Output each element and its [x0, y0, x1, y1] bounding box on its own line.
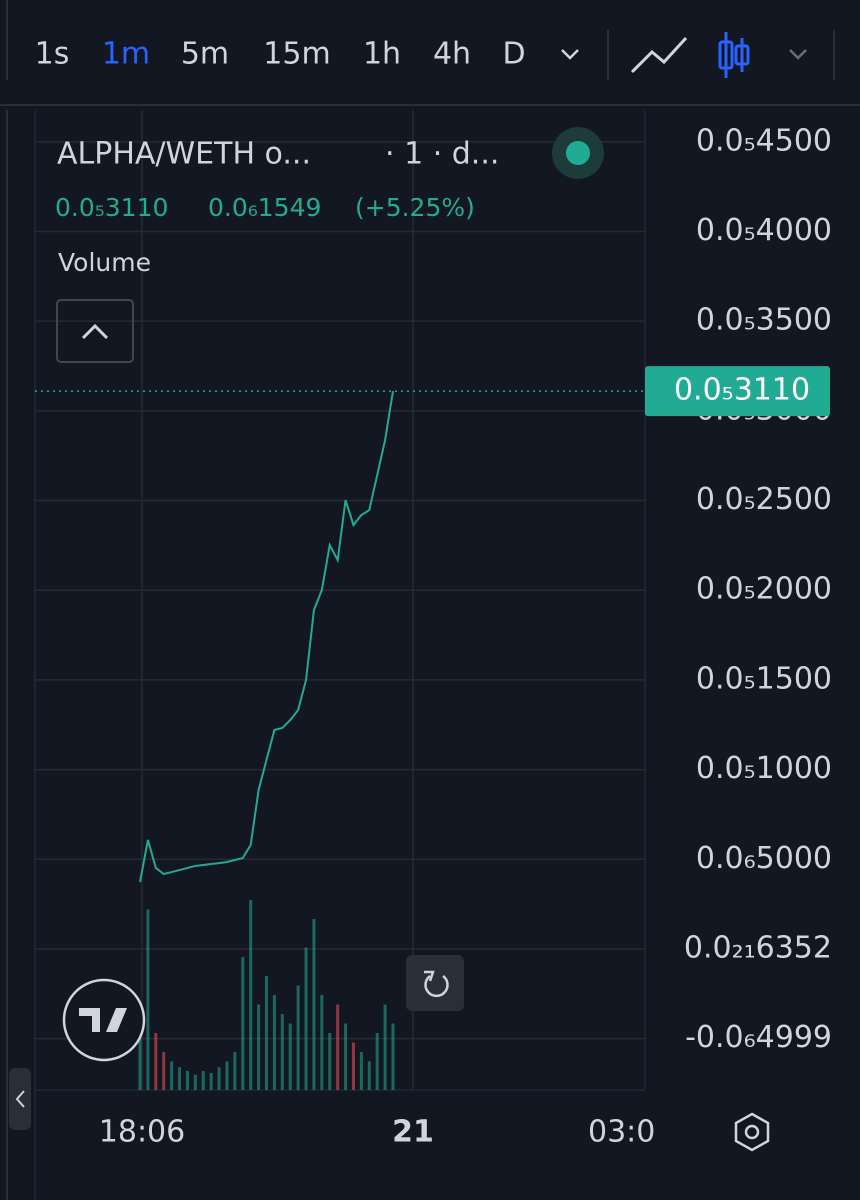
- volume-bar: [336, 1004, 340, 1090]
- y-tick-label: 0.0₅2500: [696, 482, 832, 517]
- volume-bar: [185, 1071, 189, 1090]
- volume-bar: [265, 976, 268, 1090]
- interval-button[interactable]: D: [502, 37, 525, 72]
- chart-type-dropdown[interactable]: [789, 49, 807, 60]
- volume-bar: [225, 1061, 229, 1090]
- y-tick-label: 0.0₅4000: [696, 213, 832, 248]
- status-dot: [566, 141, 590, 165]
- toolbar-bg: [0, 0, 860, 104]
- volume-bar: [344, 1023, 348, 1090]
- volume-bar: [146, 909, 150, 1090]
- symbol: ALPHA/WETH o...: [57, 137, 311, 172]
- settings-icon: [744, 1124, 760, 1140]
- change-percent: (+5.25%): [355, 193, 475, 222]
- volume-bar: [201, 1071, 205, 1090]
- volume-bar: [138, 1014, 142, 1090]
- volume-bar: [288, 1023, 292, 1090]
- reset-icon: [424, 974, 449, 998]
- volume-bar: [367, 1061, 371, 1090]
- line-chart-icon[interactable]: [630, 36, 688, 74]
- x-tick-label: 03:0: [588, 1115, 655, 1150]
- interval-button[interactable]: 1m: [102, 37, 150, 72]
- tv-logo[interactable]: [62, 978, 146, 1062]
- price-line: [139, 390, 394, 883]
- y-tick-label: 0.0₆5000: [696, 841, 832, 876]
- last-price-label: 0.0₅3110: [674, 373, 810, 408]
- volume-bar: [312, 919, 316, 1090]
- y-tick-label: 0.0₅1000: [696, 751, 832, 786]
- volume-bar: [233, 1052, 237, 1090]
- volume-bar: [320, 995, 324, 1090]
- interval-button[interactable]: 4h: [433, 37, 471, 72]
- side-toggle[interactable]: [9, 1068, 31, 1130]
- y-tick-label: 0.0₅4500: [696, 123, 832, 158]
- volume-bar: [209, 1072, 213, 1090]
- volume-bar: [280, 1014, 284, 1090]
- change: 0.0₆1549: [208, 193, 321, 222]
- volume-bar: [154, 1033, 158, 1090]
- volume-bar: [351, 1042, 355, 1090]
- price: 0.0₅3110: [55, 193, 168, 222]
- volume-bar: [328, 1033, 332, 1090]
- volume-bar: [296, 985, 300, 1090]
- volume-bar: [383, 1004, 387, 1090]
- candle-chart-icon[interactable]: [718, 32, 750, 78]
- x-tick-label: 18:06: [99, 1115, 185, 1150]
- y-tick-label: 0.0₂₁6352: [684, 931, 832, 966]
- interval-button[interactable]: 15m: [263, 37, 330, 72]
- settings-button[interactable]: [734, 1112, 770, 1152]
- tv-logo-dot: [100, 1011, 108, 1019]
- interval-info: · 1 · d...: [385, 137, 499, 172]
- reset-button[interactable]: [406, 955, 464, 1011]
- volume-bar: [193, 1074, 197, 1090]
- plot: [35, 390, 645, 1090]
- volume-bar: [241, 957, 245, 1090]
- volume-bar: [391, 1023, 395, 1090]
- volume-bar: [178, 1067, 182, 1090]
- tv-logo-mark: [79, 1008, 127, 1032]
- side-toggle-icon: [15, 1090, 25, 1108]
- volume-bar: [217, 1067, 221, 1090]
- y-tick-label: 0.0₅3500: [696, 303, 832, 338]
- y-tick-label: 0.0₅1500: [696, 661, 832, 696]
- volume-bar: [170, 1061, 174, 1090]
- volume-bar: [304, 947, 308, 1090]
- volume-bar: [359, 1052, 363, 1090]
- volume-bar: [249, 900, 253, 1090]
- interval-button[interactable]: 1s: [35, 37, 70, 72]
- reset-icon-arrow: [424, 970, 435, 982]
- last-price-badge: [645, 366, 830, 417]
- collapse-button[interactable]: [56, 299, 134, 363]
- interval-dropdown[interactable]: [561, 49, 579, 60]
- x-tick-label: 21: [392, 1115, 434, 1150]
- interval-button[interactable]: 1h: [363, 37, 401, 72]
- volume-bar: [375, 1033, 379, 1090]
- y-tick-label: 0.0₅2000: [696, 572, 832, 607]
- interval-button[interactable]: 5m: [181, 37, 229, 72]
- y-tick-label: -0.0₆4999: [685, 1020, 832, 1055]
- collapse-icon: [81, 323, 109, 340]
- volume-bar: [162, 1052, 166, 1090]
- indicator-name: Volume: [58, 248, 151, 277]
- volume-bar: [257, 1004, 261, 1090]
- volume-bar: [272, 995, 276, 1090]
